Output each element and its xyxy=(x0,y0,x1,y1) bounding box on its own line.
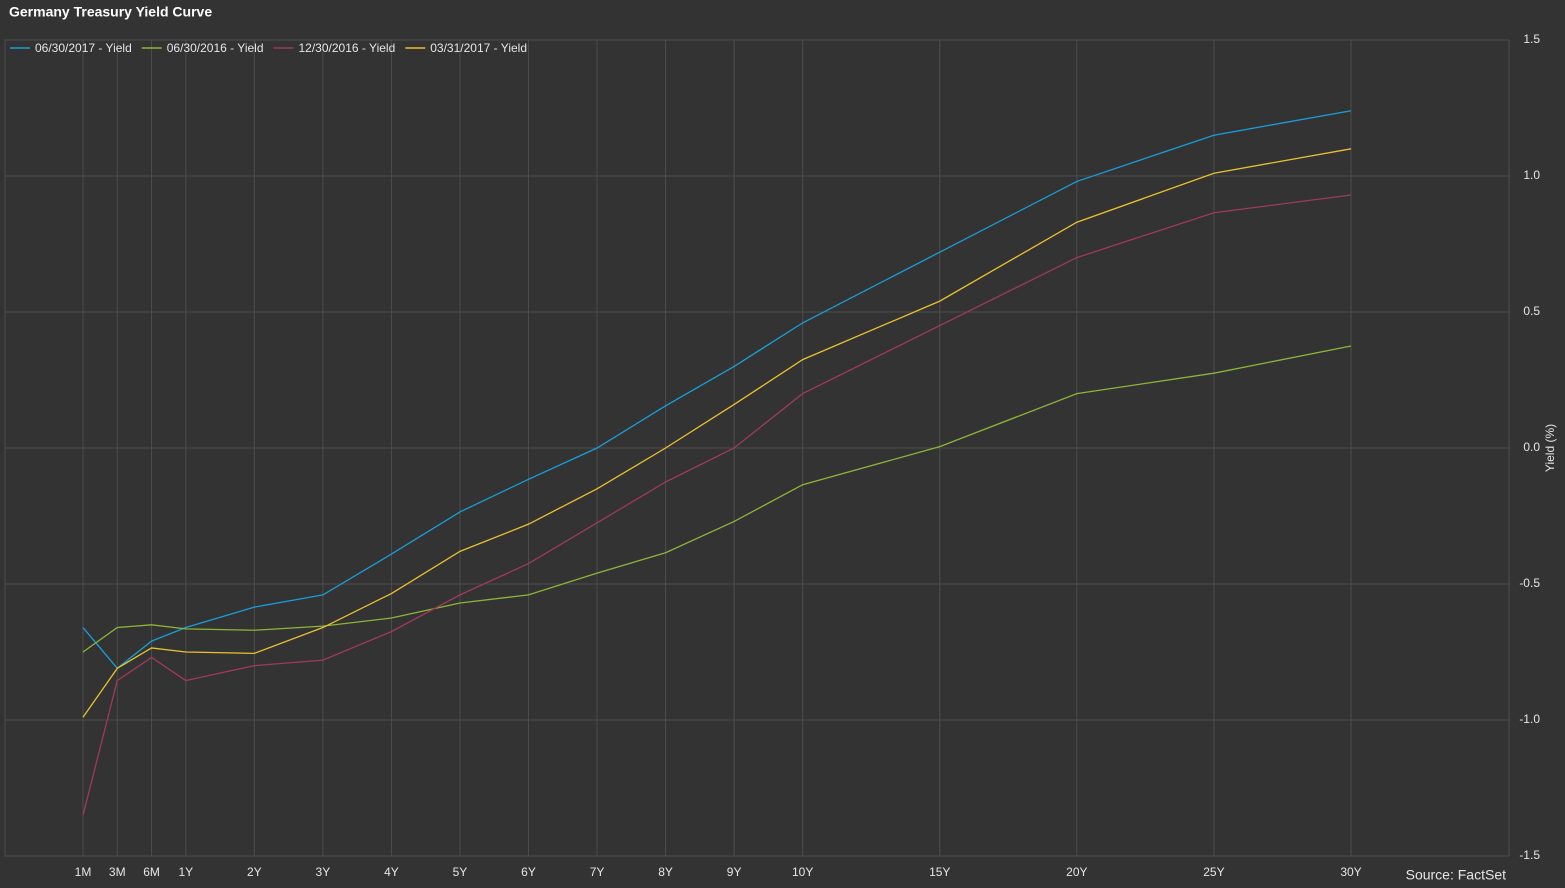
x-tick-label: 30Y xyxy=(1340,865,1361,879)
x-tick-label: 1Y xyxy=(178,865,193,879)
y-tick-label: -1.5 xyxy=(1519,848,1540,862)
x-tick-label: 10Y xyxy=(792,865,813,879)
x-tick-label: 15Y xyxy=(929,865,950,879)
legend-label: 06/30/2017 - Yield xyxy=(35,41,132,55)
chart-title: Germany Treasury Yield Curve xyxy=(9,4,212,20)
source: Source: FactSet xyxy=(1406,867,1506,883)
x-tick-label: 6M xyxy=(143,865,160,879)
x-tick-label: 3M xyxy=(109,865,126,879)
x-tick-label: 20Y xyxy=(1066,865,1087,879)
x-tick-label: 6Y xyxy=(521,865,536,879)
y-tick-label: -1.0 xyxy=(1519,712,1540,726)
y-tick-label: 0.5 xyxy=(1523,304,1540,318)
y-tick-label: 0.0 xyxy=(1523,440,1540,454)
x-tick-label: 8Y xyxy=(658,865,673,879)
line-series xyxy=(82,345,1352,653)
x-tick-label: 7Y xyxy=(590,865,605,879)
x-tick-label: 4Y xyxy=(384,865,399,879)
line-series xyxy=(82,194,1352,816)
x-tick-label: 2Y xyxy=(247,865,262,879)
legend-label: 03/31/2017 - Yield xyxy=(430,41,527,55)
y-tick-label: -0.5 xyxy=(1519,576,1540,590)
y-tick-label: 1.0 xyxy=(1523,168,1540,182)
x-tick-label: 3Y xyxy=(316,865,331,879)
x-tick-label: 5Y xyxy=(453,865,468,879)
y-axis-label: Yield (%) xyxy=(1543,424,1557,472)
line-series xyxy=(82,148,1352,718)
x-tick-label: 1M xyxy=(75,865,92,879)
x-tick-label: 25Y xyxy=(1203,865,1224,879)
y-tick-label: 1.5 xyxy=(1523,32,1540,46)
line-series xyxy=(82,110,1352,670)
x-tick-label: 9Y xyxy=(727,865,742,879)
legend-label: 06/30/2016 - Yield xyxy=(167,41,264,55)
legend-label: 12/30/2016 - Yield xyxy=(299,41,396,55)
